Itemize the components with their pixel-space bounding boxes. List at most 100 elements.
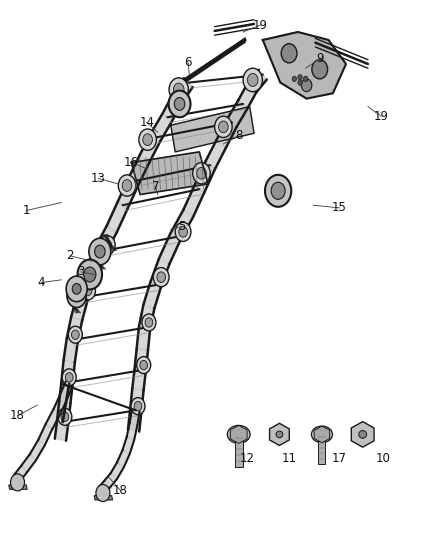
Polygon shape bbox=[318, 437, 325, 464]
Circle shape bbox=[179, 227, 187, 237]
Circle shape bbox=[83, 285, 92, 296]
Circle shape bbox=[134, 401, 142, 411]
Polygon shape bbox=[171, 107, 254, 152]
Polygon shape bbox=[151, 113, 172, 142]
Circle shape bbox=[175, 222, 191, 241]
Circle shape bbox=[312, 60, 328, 79]
Circle shape bbox=[58, 408, 72, 425]
Text: 19: 19 bbox=[253, 19, 268, 31]
Text: 4: 4 bbox=[38, 276, 46, 289]
Circle shape bbox=[153, 268, 169, 287]
Circle shape bbox=[219, 121, 228, 133]
Polygon shape bbox=[314, 426, 330, 443]
Circle shape bbox=[140, 360, 148, 370]
Text: 6: 6 bbox=[184, 56, 192, 69]
Polygon shape bbox=[269, 423, 290, 446]
Text: 9: 9 bbox=[316, 52, 324, 65]
Circle shape bbox=[157, 272, 166, 282]
Polygon shape bbox=[144, 282, 161, 309]
Circle shape bbox=[96, 484, 110, 502]
Polygon shape bbox=[235, 438, 243, 467]
Circle shape bbox=[281, 44, 297, 63]
Polygon shape bbox=[216, 119, 237, 148]
Circle shape bbox=[169, 78, 188, 101]
Text: 10: 10 bbox=[376, 452, 391, 465]
Polygon shape bbox=[61, 360, 75, 384]
Circle shape bbox=[298, 75, 302, 80]
Circle shape bbox=[139, 129, 156, 150]
Text: 16: 16 bbox=[124, 156, 139, 169]
Polygon shape bbox=[248, 70, 267, 93]
Polygon shape bbox=[107, 202, 127, 232]
Circle shape bbox=[137, 357, 151, 374]
Polygon shape bbox=[71, 295, 88, 321]
Polygon shape bbox=[38, 424, 53, 445]
Polygon shape bbox=[9, 485, 27, 489]
Polygon shape bbox=[184, 186, 204, 216]
Polygon shape bbox=[139, 305, 155, 329]
Polygon shape bbox=[132, 369, 146, 390]
Polygon shape bbox=[53, 395, 67, 414]
Text: 5: 5 bbox=[178, 220, 185, 233]
Text: 7: 7 bbox=[152, 180, 159, 193]
Polygon shape bbox=[67, 317, 82, 342]
Polygon shape bbox=[127, 423, 138, 439]
Polygon shape bbox=[263, 32, 346, 99]
Circle shape bbox=[66, 276, 87, 302]
Circle shape bbox=[247, 74, 258, 86]
Polygon shape bbox=[170, 209, 193, 241]
Polygon shape bbox=[159, 234, 180, 264]
Polygon shape bbox=[118, 178, 138, 208]
Circle shape bbox=[68, 326, 82, 343]
Circle shape bbox=[61, 412, 69, 422]
Circle shape bbox=[72, 284, 81, 294]
Ellipse shape bbox=[227, 425, 250, 443]
Polygon shape bbox=[230, 425, 247, 443]
Circle shape bbox=[301, 79, 312, 92]
Circle shape bbox=[193, 163, 210, 184]
Ellipse shape bbox=[311, 426, 332, 443]
Circle shape bbox=[103, 240, 112, 251]
Circle shape bbox=[95, 245, 105, 258]
Circle shape bbox=[173, 83, 184, 96]
Polygon shape bbox=[111, 462, 124, 479]
Polygon shape bbox=[46, 409, 60, 429]
Text: 11: 11 bbox=[282, 452, 297, 465]
Polygon shape bbox=[137, 327, 150, 350]
Polygon shape bbox=[123, 437, 134, 454]
Polygon shape bbox=[60, 382, 73, 399]
Circle shape bbox=[271, 182, 285, 199]
Circle shape bbox=[84, 267, 96, 282]
Polygon shape bbox=[162, 95, 182, 121]
Polygon shape bbox=[238, 84, 257, 108]
Circle shape bbox=[243, 68, 262, 92]
Circle shape bbox=[80, 281, 95, 300]
Circle shape bbox=[197, 167, 206, 179]
Polygon shape bbox=[30, 440, 45, 460]
Polygon shape bbox=[117, 450, 130, 467]
Circle shape bbox=[11, 474, 25, 491]
Polygon shape bbox=[94, 496, 113, 500]
Text: 18: 18 bbox=[10, 409, 25, 422]
Circle shape bbox=[65, 373, 73, 382]
Polygon shape bbox=[194, 162, 215, 192]
Ellipse shape bbox=[276, 431, 283, 438]
Polygon shape bbox=[131, 152, 208, 195]
Text: 1: 1 bbox=[22, 204, 30, 217]
Polygon shape bbox=[173, 78, 193, 103]
Circle shape bbox=[99, 236, 115, 255]
Text: 14: 14 bbox=[139, 116, 154, 129]
Circle shape bbox=[142, 314, 156, 331]
Polygon shape bbox=[64, 339, 78, 362]
Circle shape bbox=[89, 238, 111, 265]
Polygon shape bbox=[77, 272, 95, 300]
Polygon shape bbox=[134, 348, 148, 372]
Circle shape bbox=[122, 180, 132, 191]
Circle shape bbox=[118, 175, 136, 196]
Polygon shape bbox=[130, 409, 140, 425]
Circle shape bbox=[62, 369, 76, 386]
Circle shape bbox=[298, 80, 302, 85]
Circle shape bbox=[169, 91, 191, 117]
Circle shape bbox=[265, 175, 291, 207]
Text: 3: 3 bbox=[78, 265, 85, 278]
